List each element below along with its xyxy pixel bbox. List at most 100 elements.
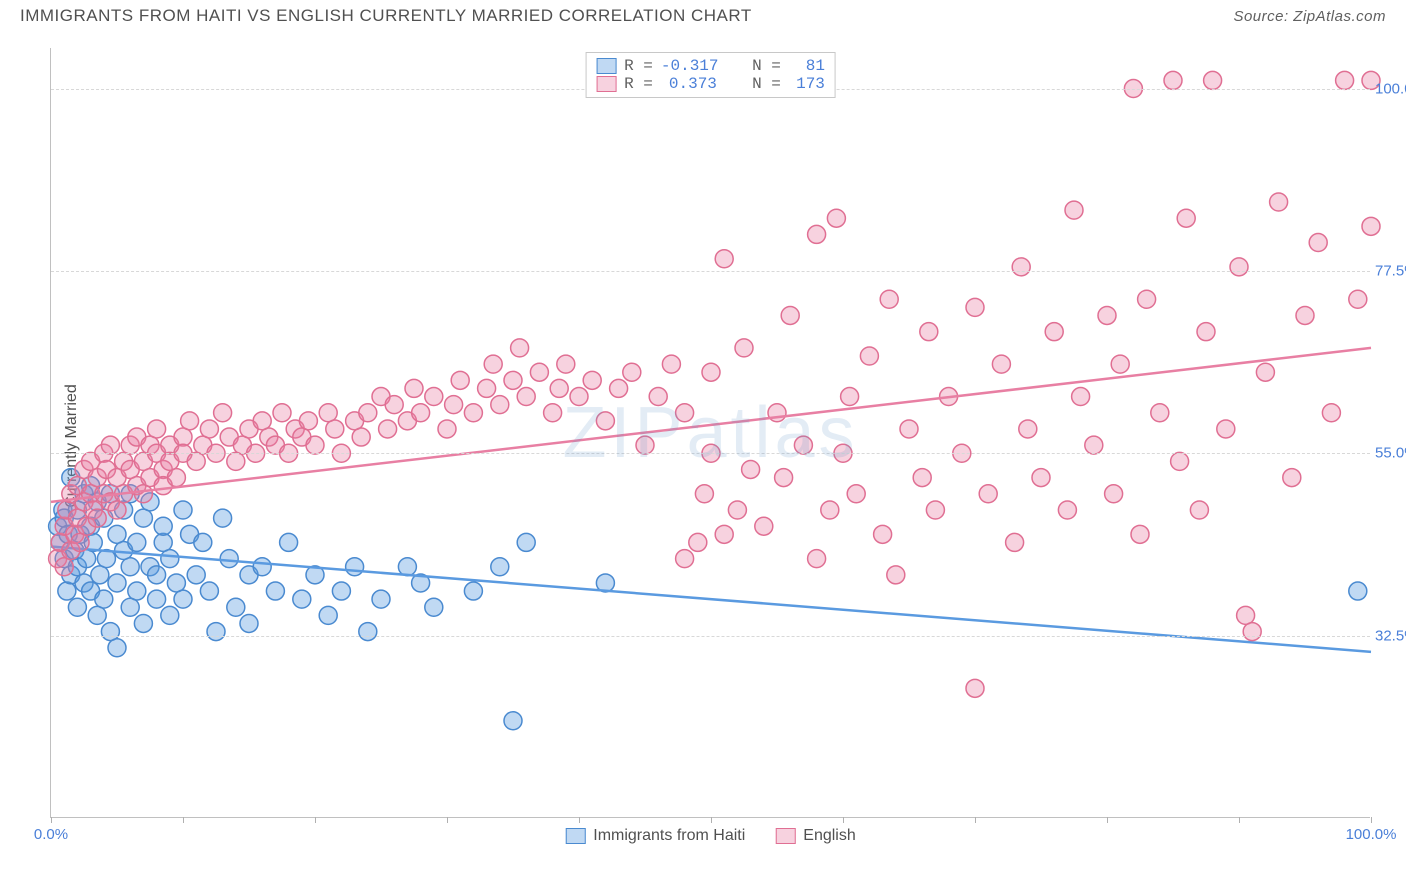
data-point-english — [1283, 469, 1301, 487]
data-point-english — [715, 525, 733, 543]
chart-title: IMMIGRANTS FROM HAITI VS ENGLISH CURRENT… — [20, 6, 752, 26]
haiti-n-value: 81 — [789, 57, 825, 75]
data-point-haiti — [253, 558, 271, 576]
data-point-english — [649, 388, 667, 406]
data-point-english — [187, 452, 205, 470]
data-point-haiti — [121, 598, 139, 616]
data-point-haiti — [398, 558, 416, 576]
data-point-english — [570, 388, 588, 406]
data-point-english — [71, 533, 89, 551]
data-point-haiti — [346, 558, 364, 576]
chart-plot-area: ZIPatlas R = -0.317 N = 81 R = 0.373 N =… — [50, 48, 1370, 818]
data-point-english — [550, 379, 568, 397]
data-point-english — [676, 404, 694, 422]
data-point-english — [273, 404, 291, 422]
data-point-english — [702, 363, 720, 381]
data-point-haiti — [128, 533, 146, 551]
data-point-english — [148, 420, 166, 438]
data-point-haiti — [148, 590, 166, 608]
data-point-english — [438, 420, 456, 438]
y-tick-label: 100.0% — [1375, 80, 1406, 97]
legend-label-english: English — [803, 827, 855, 845]
data-point-english — [385, 396, 403, 414]
y-tick-label: 55.0% — [1375, 445, 1406, 462]
legend-item-haiti: Immigrants from Haiti — [565, 827, 745, 845]
data-point-english — [913, 469, 931, 487]
chart-header: IMMIGRANTS FROM HAITI VS ENGLISH CURRENT… — [0, 0, 1406, 30]
data-point-haiti — [167, 574, 185, 592]
data-point-english — [451, 371, 469, 389]
data-point-english — [214, 404, 232, 422]
data-point-english — [1230, 258, 1248, 276]
data-point-english — [379, 420, 397, 438]
data-point-english — [1131, 525, 1149, 543]
legend-swatch-english-icon — [775, 828, 795, 844]
legend-swatch-haiti-icon — [565, 828, 585, 844]
data-point-english — [1072, 388, 1090, 406]
data-point-haiti — [58, 582, 76, 600]
data-point-haiti — [359, 623, 377, 641]
data-point-english — [1270, 193, 1288, 211]
data-point-haiti — [154, 517, 172, 535]
data-point-english — [1296, 306, 1314, 324]
data-point-english — [352, 428, 370, 446]
data-point-english — [695, 485, 713, 503]
data-point-english — [596, 412, 614, 430]
data-point-haiti — [491, 558, 509, 576]
data-point-english — [306, 436, 324, 454]
data-point-english — [517, 388, 535, 406]
data-point-english — [735, 339, 753, 357]
data-point-english — [1098, 306, 1116, 324]
data-point-english — [1045, 323, 1063, 341]
chart-source: Source: ZipAtlas.com — [1233, 8, 1386, 25]
data-point-english — [484, 355, 502, 373]
data-point-haiti — [134, 614, 152, 632]
data-point-haiti — [194, 533, 212, 551]
data-point-haiti — [280, 533, 298, 551]
data-point-english — [1164, 71, 1182, 89]
data-point-english — [464, 404, 482, 422]
haiti-r-value: -0.317 — [661, 57, 717, 75]
data-point-english — [775, 469, 793, 487]
data-point-english — [1309, 234, 1327, 252]
data-point-english — [966, 679, 984, 697]
x-tick — [579, 817, 580, 823]
r-label: R = — [624, 57, 653, 75]
data-point-english — [227, 452, 245, 470]
data-point-english — [623, 363, 641, 381]
data-point-english — [676, 550, 694, 568]
english-n-value: 173 — [789, 75, 825, 93]
data-point-english — [1151, 404, 1169, 422]
data-point-english — [425, 388, 443, 406]
data-point-haiti — [240, 614, 258, 632]
data-point-haiti — [161, 606, 179, 624]
x-tick — [843, 817, 844, 823]
data-point-english — [319, 404, 337, 422]
data-point-haiti — [220, 550, 238, 568]
x-tick — [183, 817, 184, 823]
data-point-english — [445, 396, 463, 414]
data-point-english — [715, 250, 733, 268]
data-point-haiti — [504, 712, 522, 730]
series-legend: Immigrants from Haiti English — [565, 827, 856, 845]
data-point-haiti — [121, 558, 139, 576]
data-point-english — [689, 533, 707, 551]
legend-swatch-haiti — [596, 58, 616, 74]
data-point-english — [1105, 485, 1123, 503]
data-point-english — [827, 209, 845, 227]
data-point-english — [174, 428, 192, 446]
data-point-english — [55, 558, 73, 576]
r-label: R = — [624, 75, 653, 93]
data-point-haiti — [134, 509, 152, 527]
data-point-english — [742, 460, 760, 478]
data-point-haiti — [332, 582, 350, 600]
data-point-english — [1256, 363, 1274, 381]
data-point-english — [610, 379, 628, 397]
legend-row-english: R = 0.373 N = 173 — [596, 75, 825, 93]
data-point-haiti — [464, 582, 482, 600]
data-point-english — [1032, 469, 1050, 487]
data-point-haiti — [227, 598, 245, 616]
correlation-legend: R = -0.317 N = 81 R = 0.373 N = 173 — [585, 52, 836, 98]
data-point-haiti — [108, 525, 126, 543]
data-point-english — [1138, 290, 1156, 308]
